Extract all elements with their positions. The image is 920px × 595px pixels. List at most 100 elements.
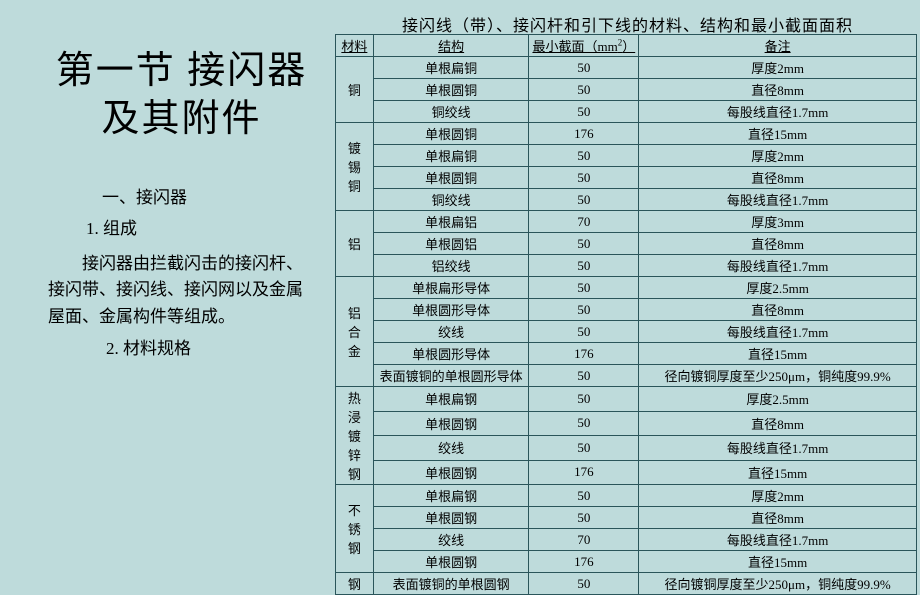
material-cell: 热浸镀锌钢 [336, 387, 374, 485]
material-cell: 钢 [336, 573, 374, 595]
table-row: 单根圆铜50直径8mm [336, 79, 917, 101]
cross-cell: 50 [529, 167, 639, 189]
structure-cell: 单根扁钢 [373, 485, 529, 507]
remark-cell: 直径8mm [639, 167, 917, 189]
remark-cell: 直径8mm [639, 79, 917, 101]
remark-cell: 直径8mm [639, 411, 917, 436]
cross-cell: 50 [529, 436, 639, 461]
table-row: 绞线70每股线直径1.7mm [336, 529, 917, 551]
material-cell: 铝合金 [336, 277, 374, 387]
cross-cell: 50 [529, 57, 639, 79]
table-row: 单根圆钢50直径8mm [336, 411, 917, 436]
cross-cell: 50 [529, 411, 639, 436]
structure-cell: 表面镀铜的单根圆形导体 [373, 365, 529, 387]
section-title: 第一节 接闪器及其附件 [48, 48, 315, 143]
table-row: 单根圆形导体50直径8mm [336, 299, 917, 321]
table-row: 钢表面镀铜的单根圆钢50径向镀铜厚度至少250μm，铜纯度99.9% [336, 573, 917, 595]
remark-cell: 直径15mm [639, 343, 917, 365]
cross-cell: 50 [529, 101, 639, 123]
structure-cell: 单根圆钢 [373, 460, 529, 485]
table-row: 热浸镀锌钢单根扁钢50厚度2.5mm [336, 387, 917, 412]
material-cell: 镀锡铜 [336, 123, 374, 211]
heading-1: 一、接闪器 [102, 183, 315, 208]
remark-cell: 径向镀铜厚度至少250μm，铜纯度99.9% [639, 365, 917, 387]
remark-cell: 每股线直径1.7mm [639, 189, 917, 211]
remark-cell: 直径8mm [639, 233, 917, 255]
structure-cell: 绞线 [373, 321, 529, 343]
cross-cell: 70 [529, 529, 639, 551]
structure-cell: 单根圆钢 [373, 551, 529, 573]
structure-cell: 绞线 [373, 436, 529, 461]
cross-cell: 50 [529, 321, 639, 343]
table-row: 铜绞线50每股线直径1.7mm [336, 101, 917, 123]
cross-cell: 70 [529, 211, 639, 233]
table-row: 单根圆形导体176直径15mm [336, 343, 917, 365]
structure-cell: 表面镀铜的单根圆钢 [373, 573, 529, 595]
cross-cell: 176 [529, 460, 639, 485]
table-row: 不锈钢单根扁钢50厚度2mm [336, 485, 917, 507]
remark-cell: 直径8mm [639, 299, 917, 321]
table-row: 绞线50每股线直径1.7mm [336, 321, 917, 343]
cross-cell: 50 [529, 255, 639, 277]
body-paragraph: 接闪器由拦截闪击的接闪杆、接闪带、接闪线、接闪网以及金属屋面、金属构件等组成。 [48, 251, 315, 330]
structure-cell: 单根圆形导体 [373, 343, 529, 365]
cross-cell: 50 [529, 233, 639, 255]
remark-cell: 每股线直径1.7mm [639, 101, 917, 123]
table-row: 绞线50每股线直径1.7mm [336, 436, 917, 461]
col-material: 材料 [336, 35, 374, 57]
table-row: 铝合金单根扁形导体50厚度2.5mm [336, 277, 917, 299]
table-row: 铝单根扁铝70厚度3mm [336, 211, 917, 233]
cross-cell: 50 [529, 573, 639, 595]
left-panel: 第一节 接闪器及其附件 一、接闪器 1. 组成 接闪器由拦截闪击的接闪杆、接闪带… [0, 0, 335, 518]
table-row: 镀锡铜单根圆铜176直径15mm [336, 123, 917, 145]
cross-cell: 50 [529, 387, 639, 412]
remark-cell: 每股线直径1.7mm [639, 436, 917, 461]
table-row: 表面镀铜的单根圆形导体50径向镀铜厚度至少250μm，铜纯度99.9% [336, 365, 917, 387]
structure-cell: 单根圆铜 [373, 167, 529, 189]
cross-cell: 50 [529, 365, 639, 387]
cross-cell: 176 [529, 343, 639, 365]
structure-cell: 单根扁形导体 [373, 277, 529, 299]
structure-cell: 单根扁铝 [373, 211, 529, 233]
structure-cell: 单根圆铝 [373, 233, 529, 255]
structure-cell: 单根扁钢 [373, 387, 529, 412]
col-remark: 备注 [639, 35, 917, 57]
table-row: 单根圆铜50直径8mm [336, 167, 917, 189]
cross-cell: 50 [529, 299, 639, 321]
table-row: 单根扁铜50厚度2mm [336, 145, 917, 167]
cross-cell: 176 [529, 551, 639, 573]
structure-cell: 单根圆形导体 [373, 299, 529, 321]
remark-cell: 直径15mm [639, 123, 917, 145]
cross-cell: 176 [529, 123, 639, 145]
remark-cell: 厚度2mm [639, 485, 917, 507]
remark-cell: 厚度2.5mm [639, 277, 917, 299]
table-row: 铜单根扁铜50厚度2mm [336, 57, 917, 79]
remark-cell: 厚度2.5mm [639, 387, 917, 412]
material-cell: 不锈钢 [336, 485, 374, 573]
table-row: 单根圆铝50直径8mm [336, 233, 917, 255]
structure-cell: 铜绞线 [373, 101, 529, 123]
remark-cell: 径向镀铜厚度至少250μm，铜纯度99.9% [639, 573, 917, 595]
remark-cell: 每股线直径1.7mm [639, 529, 917, 551]
structure-cell: 单根扁铜 [373, 145, 529, 167]
table-row: 铜绞线50每股线直径1.7mm [336, 189, 917, 211]
structure-cell: 单根圆钢 [373, 411, 529, 436]
col-cross-section: 最小截面（mm2） [529, 35, 639, 57]
table-title: 接闪线（带）、接闪杆和引下线的材料、结构和最小截面面积 [335, 12, 920, 36]
structure-cell: 单根圆铜 [373, 79, 529, 101]
remark-cell: 厚度2mm [639, 145, 917, 167]
structure-cell: 铜绞线 [373, 189, 529, 211]
cross-cell: 50 [529, 145, 639, 167]
cross-cell: 50 [529, 79, 639, 101]
heading-1-1: 1. 组成 [86, 214, 315, 239]
remark-cell: 厚度3mm [639, 211, 917, 233]
remark-cell: 直径15mm [639, 460, 917, 485]
structure-cell: 单根扁铜 [373, 57, 529, 79]
table-row: 铝绞线50每股线直径1.7mm [336, 255, 917, 277]
remark-cell: 厚度2mm [639, 57, 917, 79]
table-row: 单根圆钢176直径15mm [336, 460, 917, 485]
table-row: 单根圆钢176直径15mm [336, 551, 917, 573]
material-cell: 铜 [336, 57, 374, 123]
remark-cell: 直径15mm [639, 551, 917, 573]
heading-1-2: 2. 材料规格 [106, 334, 315, 359]
